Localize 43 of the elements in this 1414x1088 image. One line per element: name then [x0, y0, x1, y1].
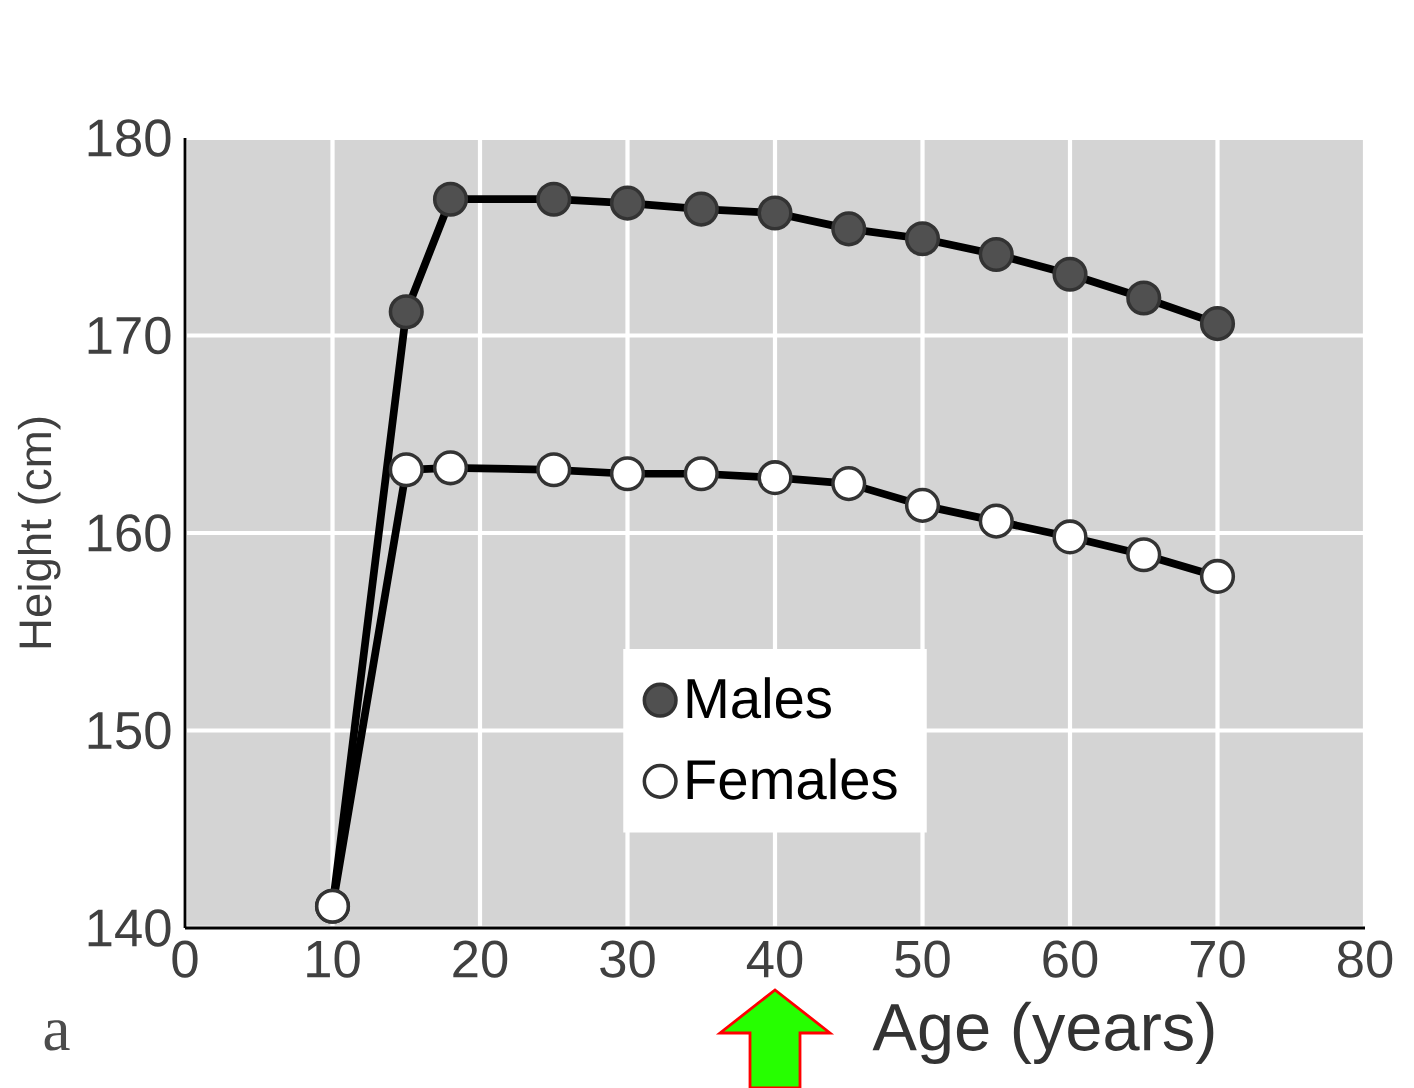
x-axis-title: Age (years) [872, 1001, 1214, 1065]
point [1199, 306, 1236, 342]
point [1126, 280, 1162, 316]
x-tick-label: 70 [1190, 940, 1245, 978]
point [609, 456, 646, 492]
y-tick-label: 170 [88, 316, 171, 355]
point [978, 236, 1014, 273]
y-tick-label: 150 [88, 711, 171, 750]
point [432, 450, 469, 486]
x-tick-label: 30 [600, 940, 655, 978]
x-tick-label: 50 [895, 940, 950, 978]
point [757, 195, 793, 231]
y-tick-label: 140 [88, 909, 171, 947]
x-tick-label: 0 [172, 940, 198, 978]
point [1052, 256, 1088, 292]
point [536, 452, 572, 488]
point [978, 503, 1014, 539]
text: a [44, 1020, 70, 1051]
point [757, 460, 793, 496]
point [904, 487, 941, 523]
y-axis-title: Height (cm) [17, 417, 61, 648]
point [831, 211, 867, 247]
x-tick-label: 10 [307, 940, 360, 978]
point [683, 191, 719, 227]
y-tick-label: 160 [88, 514, 171, 552]
point [388, 452, 424, 488]
point [683, 456, 719, 492]
point [609, 185, 646, 221]
x-tick-label: 20 [453, 940, 508, 978]
x-tick-label: 60 [1043, 940, 1098, 978]
point [904, 221, 941, 257]
point [1052, 519, 1088, 555]
point [432, 181, 469, 217]
point [536, 181, 572, 217]
x-tick-label: 80 [1338, 940, 1393, 978]
point [1199, 558, 1236, 595]
x-tick-label: 40 [746, 940, 803, 978]
point [831, 466, 867, 502]
legend-label: Females [687, 758, 897, 800]
point [388, 294, 424, 330]
legend-label: Males [687, 677, 831, 719]
y-tick-label: 180 [88, 119, 171, 157]
point [1126, 537, 1162, 573]
